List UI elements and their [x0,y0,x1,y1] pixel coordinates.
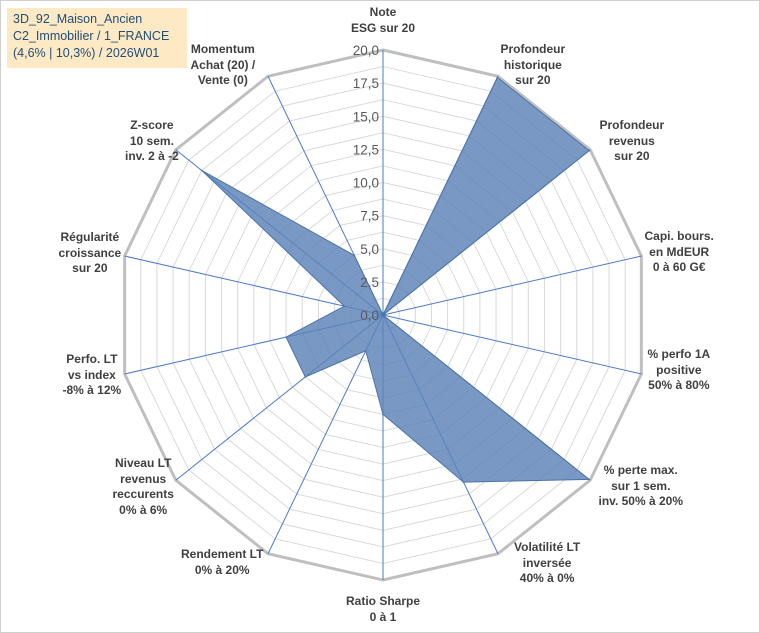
axis-label-line: Vente (0) [197,73,248,87]
axis-label-line: -8% à 12% [62,383,122,397]
axis-label-line: Profondeur [599,118,665,132]
axis-label: Volatilité LT inversée 40% à 0% [514,540,580,587]
axis-label-line: Capi. bours. [644,229,714,243]
axis-label-line: inv. 50% à 20% [598,494,684,508]
axis-label-line: 50% à 80% [648,378,710,392]
data-point [382,413,384,416]
axis-label-line: vs index [67,367,116,382]
axis-label-line: en MdEUR [649,244,710,259]
axis-label-line: % perte max. [603,463,678,477]
axis-label: Rendement LT 0% à 20% [181,547,263,578]
axis-label: Régularité croissance sur 20 [59,230,122,277]
chart-title-box: 3D_92_Maison_Ancien C2_Immobilier / 1_FR… [7,8,187,68]
data-point [588,478,590,481]
axis-label-line: revenus [608,133,655,148]
axis-label-line: sur 20 [72,261,108,275]
axis-label-line: Ratio Sharpe [346,594,421,608]
tick-label: 12,5 [353,142,379,157]
axis-label-line: 0% à 6% [119,502,168,517]
axis-label-line: sur 20 [614,149,650,163]
tick-label: 17,5 [353,76,379,91]
axis-label-line: 10 sem. [129,133,174,148]
axis-label: Profondeur revenus sur 20 [600,118,665,165]
data-point [382,314,384,316]
axis-label: Note ESG sur 20 [351,5,415,36]
axis-label-line: Perfo. LT [66,352,118,366]
axis-label-line: ESG sur 20 [351,20,416,35]
title-line-3: (4,6% | 10,3%) / 2026W01 [13,46,160,60]
axis-spoke [382,255,642,316]
axis-label-line: reccurents [112,487,174,501]
data-point [285,336,287,338]
axis-label-line: positive [656,362,702,377]
axis-label-line: croissance [58,245,122,260]
axis-label-line: sur 1 sem. [611,478,671,493]
tick-label: 5,0 [360,242,379,257]
axis-label: Ratio Sharpe 0 à 1 [346,594,420,625]
axis-label-line: Régularité [60,230,120,244]
axis-label-line: 0 à 1 [369,609,397,624]
data-point [364,350,367,352]
tick-label: 10,0 [353,176,379,191]
axis-label: Capi. bours. en MdEUR 0 à 60 G€ [645,229,714,276]
axis-label-line: Niveau LT [114,456,172,470]
axis-label-line: revenus [120,471,167,486]
data-series-area [201,76,591,483]
axis-label-line: Rendement LT [181,547,264,561]
axis-label: % perfo 1A positive 50% à 80% [648,347,711,394]
axis-label-line: inv. 2 à -2 [125,149,179,163]
tick-layer: 0,0 2,5 5,0 7,5 10,0 12,5 15,0 17,5 20,0 [353,43,379,323]
title-line-2: C2_Immobilier / 1_FRANCE [13,29,170,43]
axis-label-line: 0% à 20% [194,562,250,577]
axis-label-line: sur 20 [515,73,551,87]
axis-label-line: Volatilité LT [514,540,581,554]
data-point [200,169,203,172]
data-point [304,376,307,378]
axis-label-line: historique [503,57,562,72]
data-point [588,149,590,152]
axis-label: Perfo. LT vs index -8% à 12% [63,352,122,399]
tick-label: 0,0 [360,308,379,323]
data-point [462,481,465,483]
axis-label-line: Z-score [130,118,174,132]
axis-spoke [382,314,642,375]
data-layer [200,76,591,483]
axis-label-line: Achat (20) / [190,57,256,72]
axis-label: % perte max. sur 1 sem. inv. 50% à 20% [599,463,684,510]
axis-label: Profondeur historique sur 20 [501,42,566,89]
data-point [496,76,499,79]
axis-label-line: Profondeur [500,42,566,56]
axis-label-line: % perfo 1A [647,347,711,361]
tick-label: 20,0 [353,43,379,58]
tick-label: 2,5 [360,275,379,290]
data-point [353,254,356,257]
axis-label: Niveau LT revenus reccurents 0% à 6% [113,456,174,518]
axis-label: Z-score 10 sem. inv. 2 à -2 [125,118,179,165]
axis-label-line: inversée [522,555,572,570]
title-line-1: 3D_92_Maison_Ancien [13,12,143,26]
axis-label-line: Momentum [190,42,255,56]
data-point [343,305,346,307]
tick-label: 7,5 [360,209,379,224]
axis-label-line: 40% à 0% [519,571,575,585]
axis-label-line: Note [369,5,397,19]
axis-label: Momentum Achat (20) / Vente (0) [191,42,256,89]
axis-spoke [267,314,384,554]
tick-label: 15,0 [353,109,379,124]
axis-spoke [124,255,384,316]
axis-label-line: 0 à 60 G€ [652,260,706,274]
